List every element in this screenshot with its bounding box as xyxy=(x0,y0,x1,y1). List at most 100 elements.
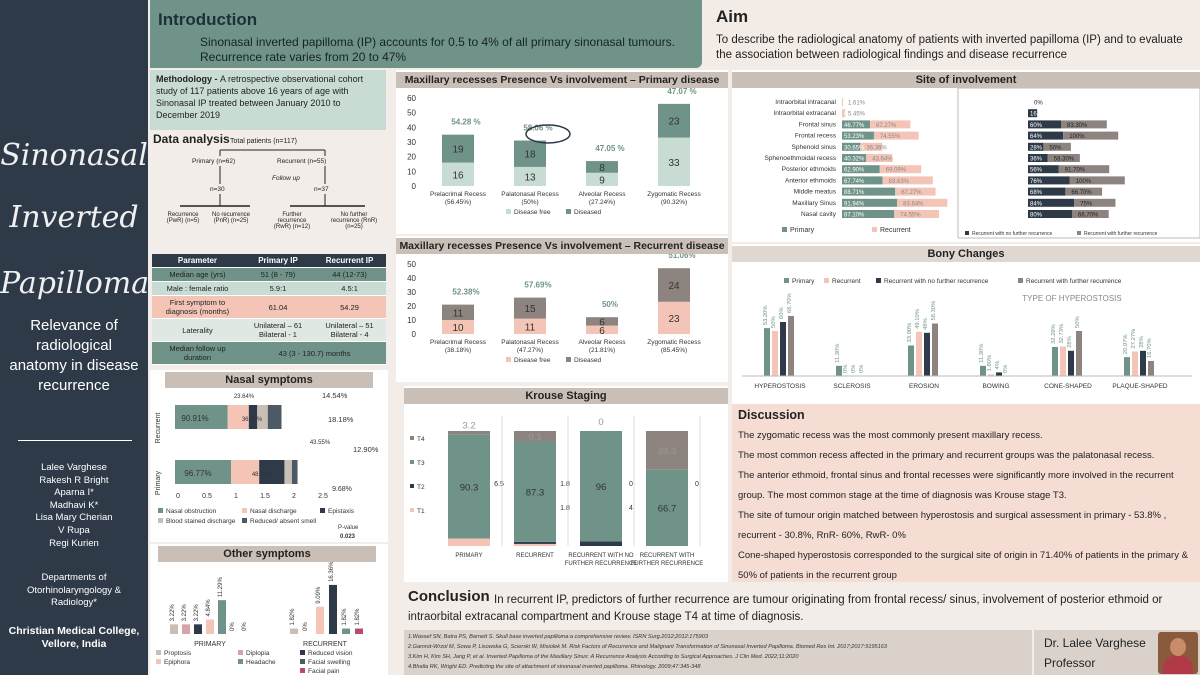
soi-label: 66.70% xyxy=(1078,213,1099,219)
krouse-bar xyxy=(448,538,490,546)
table-cell: Unilateral – 61 Bilateral - 1 xyxy=(242,318,314,342)
group-label: FURTHER RECURRENCE xyxy=(631,561,704,567)
soi-bar-nfr xyxy=(1028,176,1070,185)
y-tick: 50 xyxy=(407,109,416,118)
bar-free xyxy=(514,318,546,334)
krouse-bar xyxy=(448,431,490,435)
reference-item: 2.Gamrot-Wrzol M, Sowa P, Lisowska G, Sc… xyxy=(408,644,887,650)
krouse-bar xyxy=(580,541,622,546)
nasal-bar xyxy=(175,460,232,484)
cat-label: (85.45%) xyxy=(661,347,687,354)
y-tick: 0 xyxy=(412,182,417,191)
methodology-panel: Methodology - A retrospective observatio… xyxy=(150,70,386,130)
rnr-node: No further recurrence (RnR) (n=25) xyxy=(330,212,378,230)
legend-swatch xyxy=(410,508,414,512)
other-label: 1.82% xyxy=(355,608,361,626)
data-analysis: Data analysis Total patients (n=117) Pri… xyxy=(150,132,386,252)
table-cell: Unilateral – 51 Bilateral - 4 xyxy=(313,318,386,342)
author-name: Lisa Mary Cherian xyxy=(35,512,113,524)
other-bar xyxy=(194,624,202,634)
nasal-bar xyxy=(259,460,285,484)
bony-bar xyxy=(924,332,930,376)
recurrent-count: Recurrent (n=55) xyxy=(277,158,327,165)
pct-label: 58.06 % xyxy=(523,124,552,133)
title-line-1: Sinonasal xyxy=(0,138,148,173)
soi-bar-fr xyxy=(1043,142,1071,151)
bar-value: 19 xyxy=(452,145,464,156)
primary-count: Primary (n=62) xyxy=(192,158,236,165)
other-bar xyxy=(290,628,298,634)
soi-label: 1.61% xyxy=(848,101,866,107)
bar-diseased xyxy=(514,140,546,167)
author-name: Madhavi K* xyxy=(49,499,99,511)
legend-swatch xyxy=(506,209,511,214)
soi-bar-nfr xyxy=(1028,165,1059,174)
legend-label: Primary xyxy=(792,278,815,285)
total-patients: Total patients (n=117) xyxy=(230,138,297,145)
bony-label: 0% xyxy=(843,365,849,373)
legend-label: Headache xyxy=(246,659,276,666)
bony-label: 32.26% xyxy=(1051,324,1057,344)
other-label: 3.22% xyxy=(170,604,176,622)
bar-value: 8 xyxy=(599,163,605,174)
bony-cat: CONE-SHAPED xyxy=(1044,383,1092,390)
n37: n=37 xyxy=(314,186,329,193)
soi-label: 62.90% xyxy=(844,168,865,174)
table-header: Recurrent IP xyxy=(313,254,386,268)
bony-cat: HYPEROSTOSIS xyxy=(754,383,806,390)
bony-bar xyxy=(1052,346,1058,376)
legend-label: Facial swelling xyxy=(308,659,351,666)
references: 1.Wassef SN, Batra PS, Barnett S. Skull … xyxy=(404,630,1032,675)
other-label: 1.82% xyxy=(290,608,296,626)
nasal-plot: Recurrent Primary 0 0.5 1 1.5 2 2.5 90.91% 36.36%… xyxy=(155,391,379,540)
bar-value: 33 xyxy=(668,158,680,169)
aim-heading: Aim xyxy=(716,7,749,26)
soi-bar-fr xyxy=(1074,198,1116,207)
krouse-value: 87.3 xyxy=(526,488,545,499)
krouse-value: 6.5 xyxy=(494,481,504,488)
cat-label: (21.81%) xyxy=(589,347,615,354)
soi-label: 83.30% xyxy=(1067,123,1088,129)
soi-bar-primary xyxy=(842,165,880,174)
table-cell: Median age (yrs) xyxy=(152,267,243,282)
legend-label: Blood stained discharge xyxy=(166,518,236,525)
aim-text: To describe the radiological anatomy of … xyxy=(716,33,1186,63)
stage-label: T2 xyxy=(417,484,425,491)
table-cell: 61.04 xyxy=(242,295,314,319)
legend-swatch xyxy=(300,659,305,664)
param-table: Parameter Primary IP Recurrent IP Median ag… xyxy=(152,254,386,365)
nasal-cat: Primary xyxy=(155,470,162,495)
legend-label: Epiphora xyxy=(164,659,190,666)
other-title: Other symptoms xyxy=(158,546,376,562)
nasal-cat: Recurrent xyxy=(155,413,162,444)
bony-label: 50% xyxy=(771,316,777,328)
other-label: 0% xyxy=(242,622,248,631)
soi-label: 87.10% xyxy=(844,213,865,219)
other-label: 0% xyxy=(303,622,309,631)
krouse-bar xyxy=(448,434,490,539)
discussion-heading: Discussion xyxy=(738,408,805,422)
soi-label: 83.64% xyxy=(903,201,924,207)
site-label: Frontal sinus xyxy=(799,121,837,128)
soi-bar-primary xyxy=(842,210,895,218)
legend-swatch xyxy=(238,650,243,655)
krouse-value: 0 xyxy=(629,481,633,488)
maxp-title: Maxillary recesses Presence Vs involveme… xyxy=(396,72,728,88)
soi-bar-nfr xyxy=(1028,120,1061,129)
y-tick: 50 xyxy=(407,260,416,269)
nasal-label: 18.18% xyxy=(328,415,354,424)
nasal-tick: 2.5 xyxy=(318,493,328,500)
other-label: 3.22% xyxy=(182,604,188,622)
table-cell: 44 (12-73) xyxy=(313,267,386,282)
other-label: 0% xyxy=(230,622,236,631)
legend-label: Reduced/ absent smell xyxy=(250,518,317,525)
bony-bar xyxy=(772,331,778,376)
nasal-bar xyxy=(175,405,228,429)
bony-bar xyxy=(988,374,994,376)
nasal-bar xyxy=(227,405,249,429)
krouse-value: 66.7 xyxy=(658,504,677,515)
legend-label: Recurrent with no further recurrence xyxy=(884,278,989,285)
soi-label: 64% xyxy=(1030,134,1043,140)
table-row: Median age (yrs) 51 (8 - 79) 44 (12-73) xyxy=(152,267,386,282)
